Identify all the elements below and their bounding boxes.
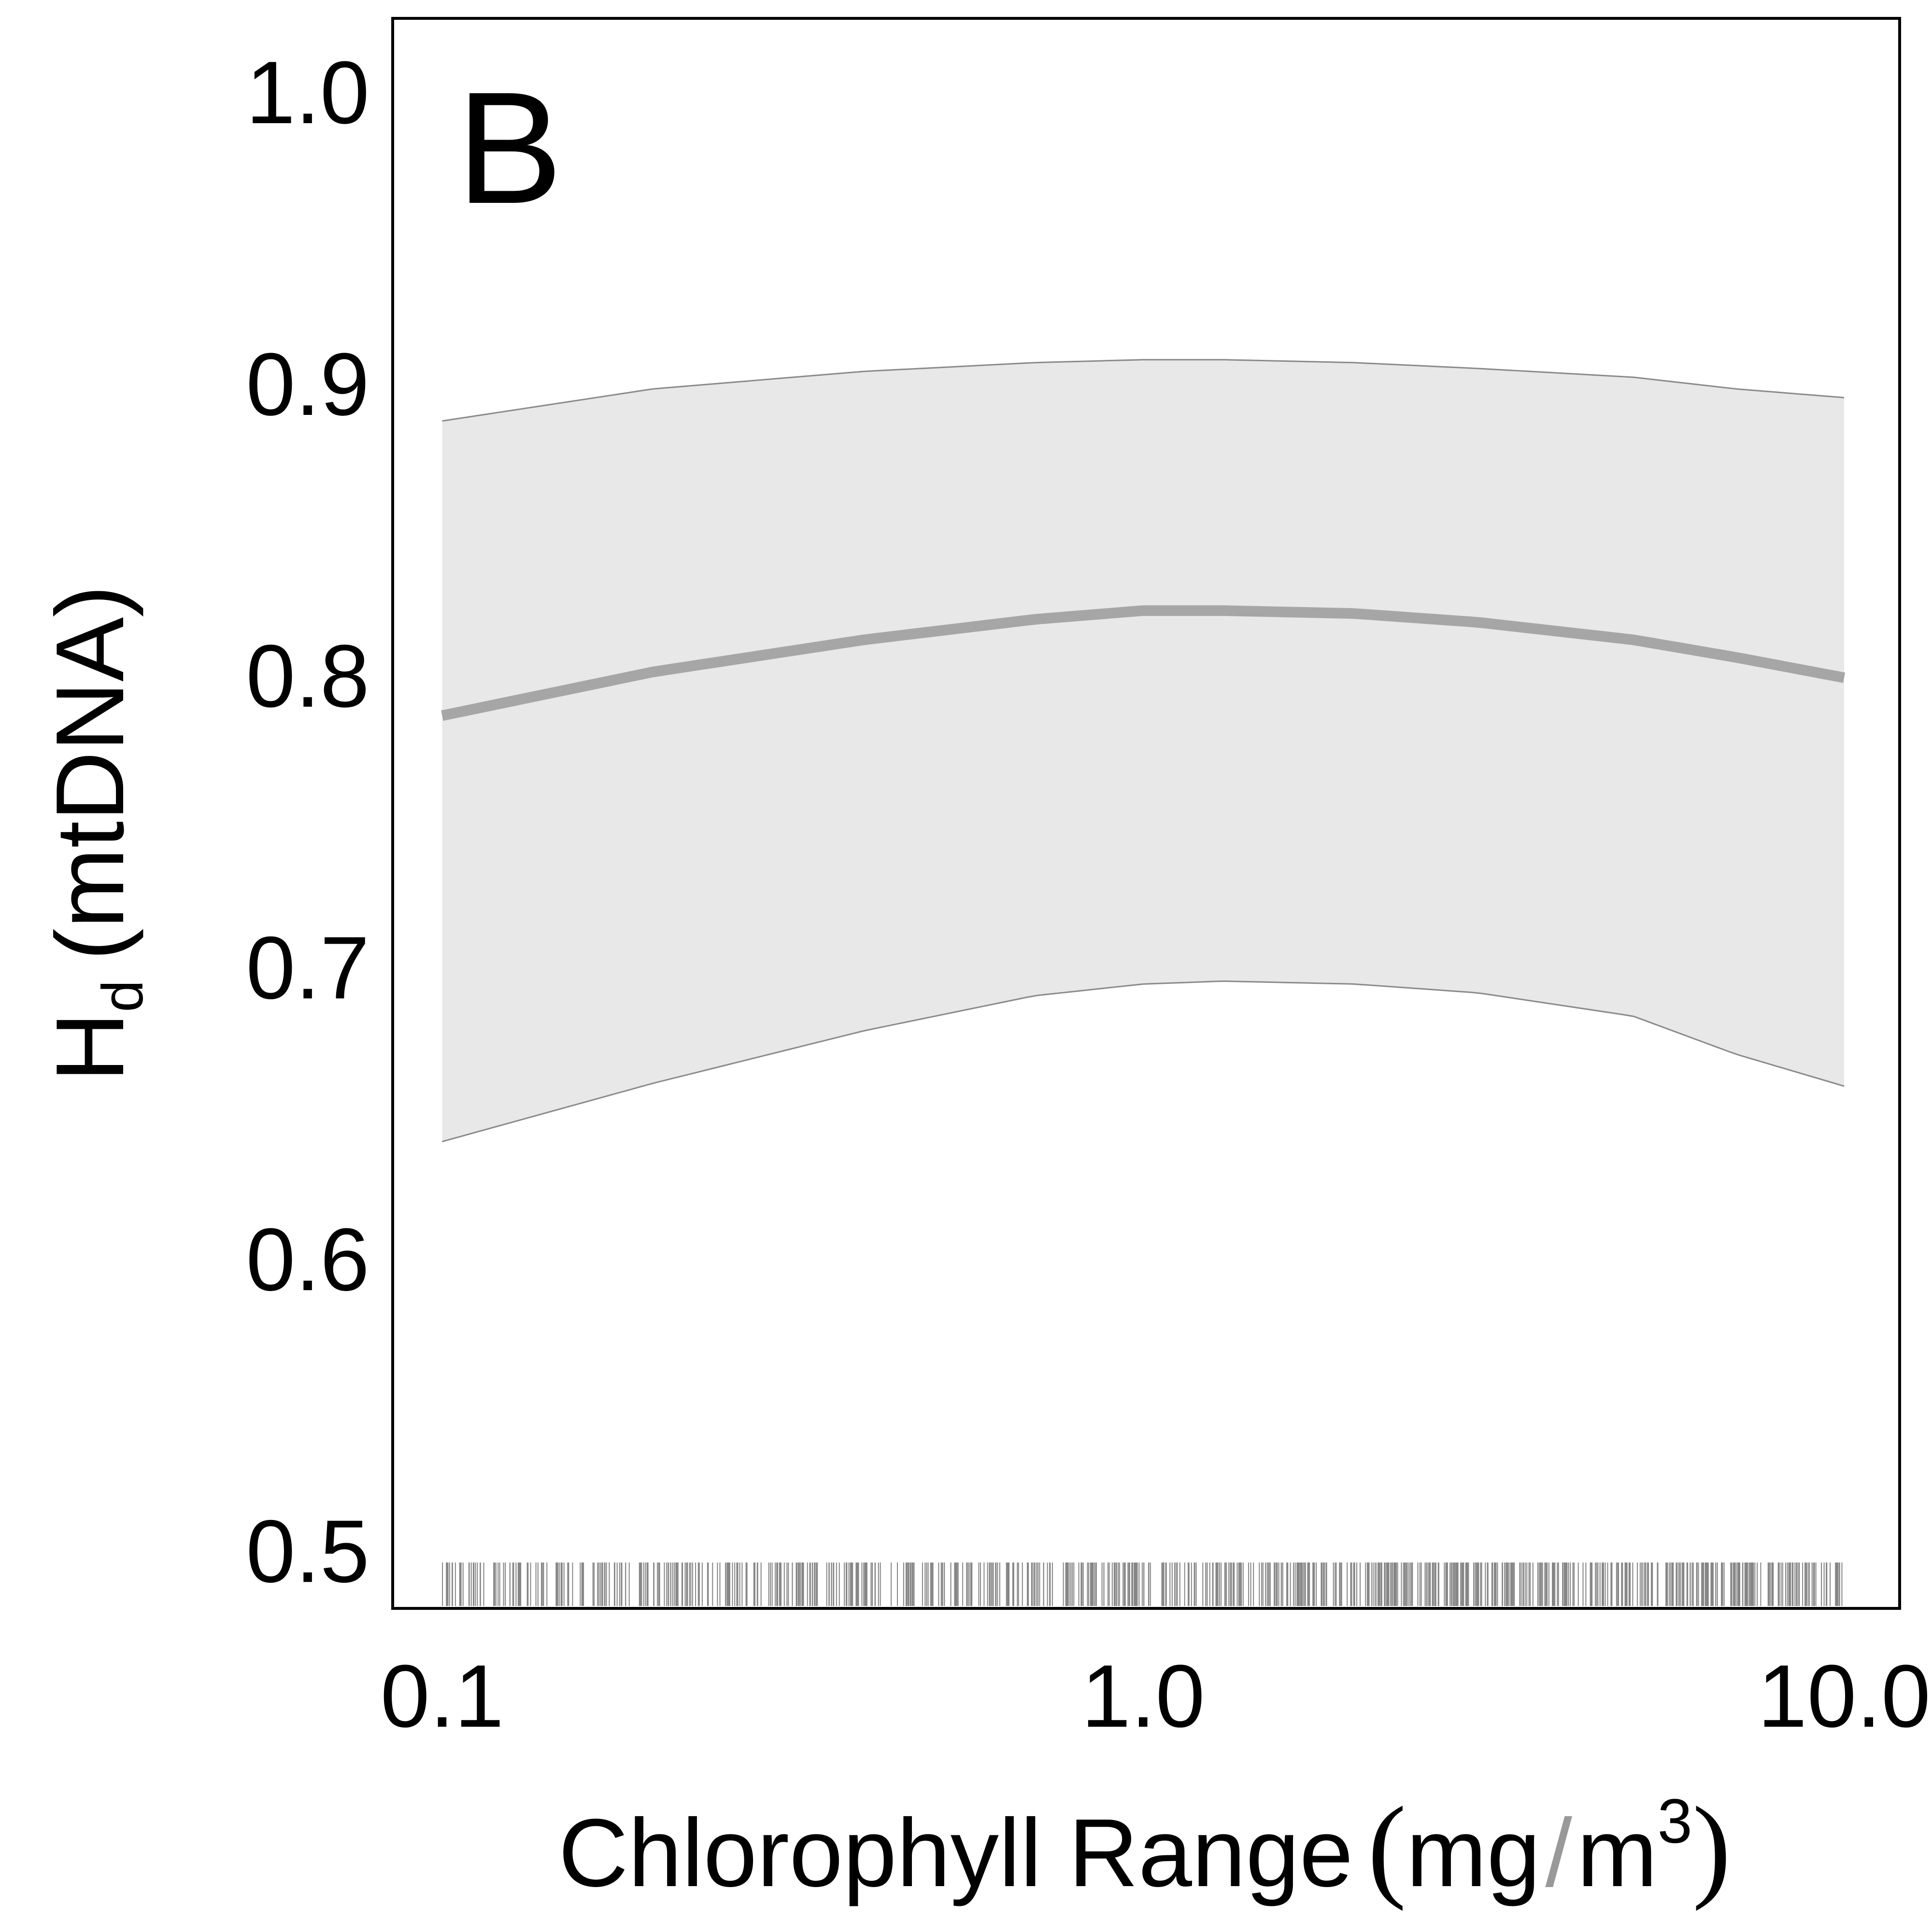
x-axis-ticks: 0.1 1.0 10.0: [381, 1646, 1931, 1746]
y-tick-label: 0.8: [246, 626, 369, 725]
y-axis-title-subscript: d: [90, 980, 155, 1012]
x-axis-unit-close: ): [1692, 1783, 1731, 1911]
y-tick-label: 1.0: [246, 43, 369, 142]
y-axis-title-rest: (mtDNA): [36, 585, 144, 961]
y-axis-ticks: 0.5 0.6 0.7 0.8 0.9 1.0: [246, 43, 369, 1601]
x-axis-unit-open: (: [1368, 1783, 1406, 1911]
x-tick-label: 1.0: [1081, 1646, 1205, 1746]
y-tick-label: 0.9: [246, 334, 369, 434]
x-axis-title-main: Chlorophyll Range: [558, 1799, 1353, 1907]
confidence-band-layer: [442, 359, 1845, 1142]
x-axis-unit-denominator: m: [1577, 1799, 1658, 1907]
x-axis-title: Chlorophyll Range (mg/m3): [558, 1783, 1731, 1911]
x-axis-unit-numerator: mg: [1406, 1799, 1541, 1907]
fit-line-layer: [441, 605, 1846, 721]
y-tick-label: 0.7: [246, 918, 369, 1017]
x-axis-unit-exponent: 3: [1658, 1786, 1692, 1856]
upper-bound-line: [442, 359, 1845, 422]
y-tick-label: 0.6: [246, 1209, 369, 1309]
y-axis-title-main: H: [36, 1012, 144, 1082]
fit-line: [441, 605, 1846, 721]
plot-frame: [391, 17, 1901, 1610]
x-tick-label: 10.0: [1758, 1646, 1931, 1746]
rug-layer: [442, 1563, 1843, 1606]
lower-bound-line: [442, 980, 1845, 1142]
x-axis-unit-separator: /: [1545, 1799, 1572, 1907]
y-tick-label: 0.5: [246, 1501, 369, 1601]
confidence-band: [442, 359, 1845, 1142]
panel-label: B: [456, 58, 563, 237]
y-axis-title: Hd (mtDNA): [36, 585, 155, 1082]
rug-marks: [442, 1563, 1843, 1606]
x-tick-label: 0.1: [381, 1646, 504, 1746]
